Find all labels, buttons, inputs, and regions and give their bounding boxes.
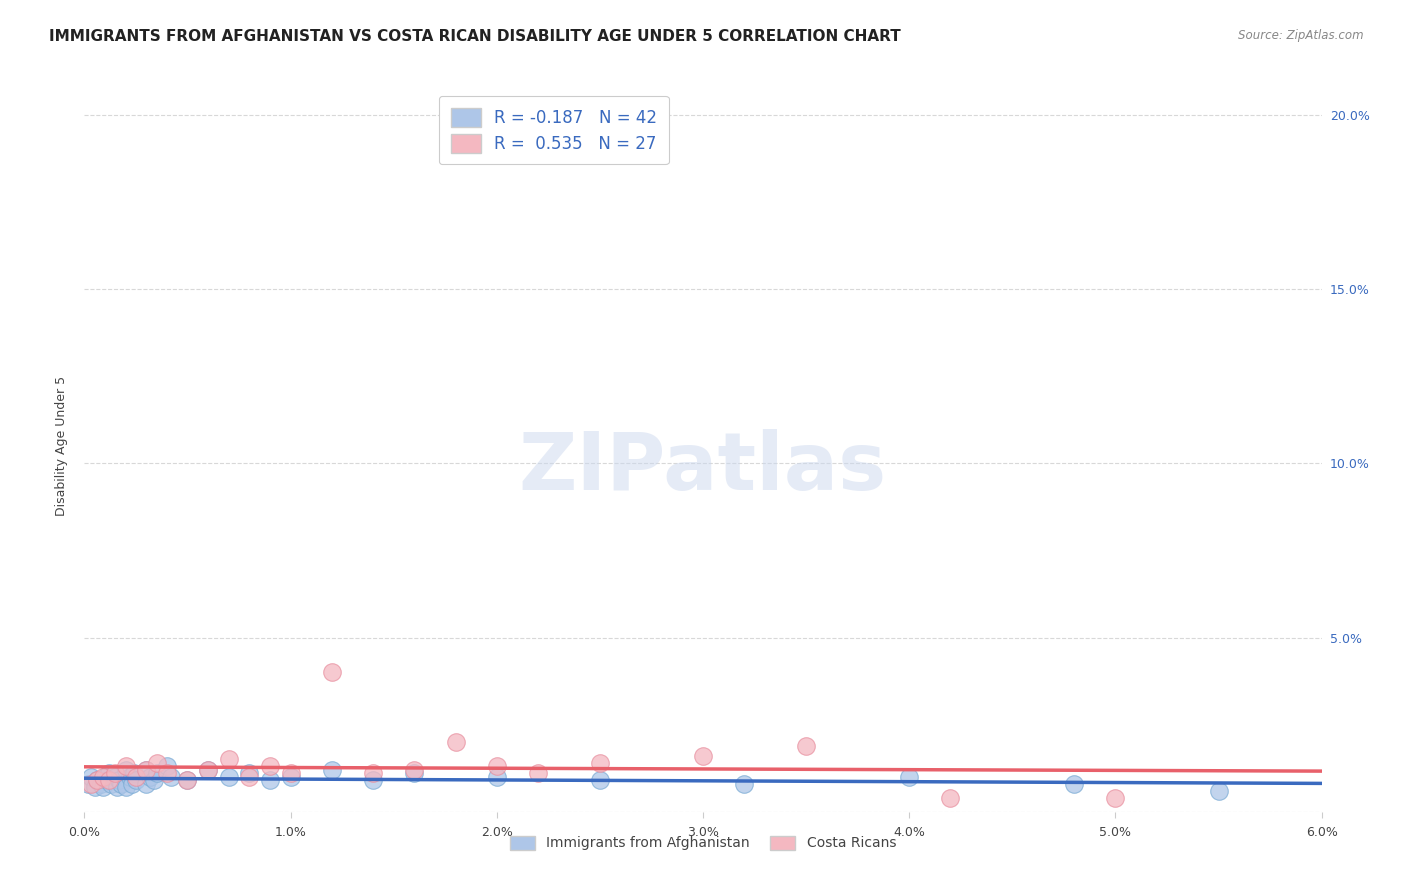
Point xyxy=(404,766,426,780)
Point xyxy=(145,756,167,770)
Point xyxy=(96,773,118,788)
Point xyxy=(135,777,157,791)
Point xyxy=(527,766,550,780)
Point xyxy=(794,739,817,753)
Point xyxy=(110,777,132,791)
Point xyxy=(77,777,100,791)
Point xyxy=(139,770,162,784)
Point xyxy=(176,773,198,788)
Point xyxy=(118,770,141,784)
Point xyxy=(122,766,145,780)
Point xyxy=(86,773,108,788)
Point xyxy=(91,780,114,795)
Text: IMMIGRANTS FROM AFGHANISTAN VS COSTA RICAN DISABILITY AGE UNDER 5 CORRELATION CH: IMMIGRANTS FROM AFGHANISTAN VS COSTA RIC… xyxy=(49,29,901,45)
Point xyxy=(692,749,714,764)
Point xyxy=(404,763,426,777)
Point xyxy=(104,770,127,784)
Point xyxy=(280,770,302,784)
Point xyxy=(114,780,136,795)
Point xyxy=(125,770,148,784)
Point xyxy=(361,773,384,788)
Point xyxy=(176,773,198,788)
Point xyxy=(444,735,467,749)
Point xyxy=(160,770,183,784)
Point xyxy=(485,759,508,773)
Point xyxy=(1208,784,1230,798)
Text: ZIPatlas: ZIPatlas xyxy=(519,429,887,507)
Point xyxy=(939,790,962,805)
Point xyxy=(125,773,148,788)
Point xyxy=(259,773,281,788)
Point xyxy=(238,766,260,780)
Point xyxy=(156,759,179,773)
Point xyxy=(114,759,136,773)
Point xyxy=(108,773,131,788)
Point xyxy=(100,777,122,791)
Point xyxy=(79,777,101,791)
Point xyxy=(104,766,127,780)
Point xyxy=(90,777,112,791)
Point xyxy=(94,770,117,784)
Point xyxy=(114,763,136,777)
Point xyxy=(91,770,114,784)
Point xyxy=(156,766,179,780)
Point xyxy=(83,780,105,795)
Point xyxy=(589,756,612,770)
Point xyxy=(143,773,166,788)
Y-axis label: Disability Age Under 5: Disability Age Under 5 xyxy=(55,376,69,516)
Point xyxy=(79,770,101,784)
Point xyxy=(121,777,143,791)
Point xyxy=(98,773,121,788)
Point xyxy=(321,665,343,680)
Point xyxy=(238,770,260,784)
Point xyxy=(361,766,384,780)
Point xyxy=(105,780,128,795)
Point xyxy=(98,766,121,780)
Point xyxy=(733,777,755,791)
Point xyxy=(218,770,240,784)
Point xyxy=(86,773,108,788)
Point xyxy=(1104,790,1126,805)
Point xyxy=(218,752,240,766)
Point xyxy=(485,770,508,784)
Point xyxy=(280,766,302,780)
Point xyxy=(321,763,343,777)
Point xyxy=(135,763,157,777)
Point xyxy=(898,770,921,784)
Point xyxy=(145,766,167,780)
Point xyxy=(1063,777,1085,791)
Point xyxy=(197,763,219,777)
Point xyxy=(197,763,219,777)
Point xyxy=(135,763,157,777)
Legend: Immigrants from Afghanistan, Costa Ricans: Immigrants from Afghanistan, Costa Rican… xyxy=(505,830,901,856)
Point xyxy=(259,759,281,773)
Point xyxy=(589,773,612,788)
Text: Source: ZipAtlas.com: Source: ZipAtlas.com xyxy=(1239,29,1364,43)
